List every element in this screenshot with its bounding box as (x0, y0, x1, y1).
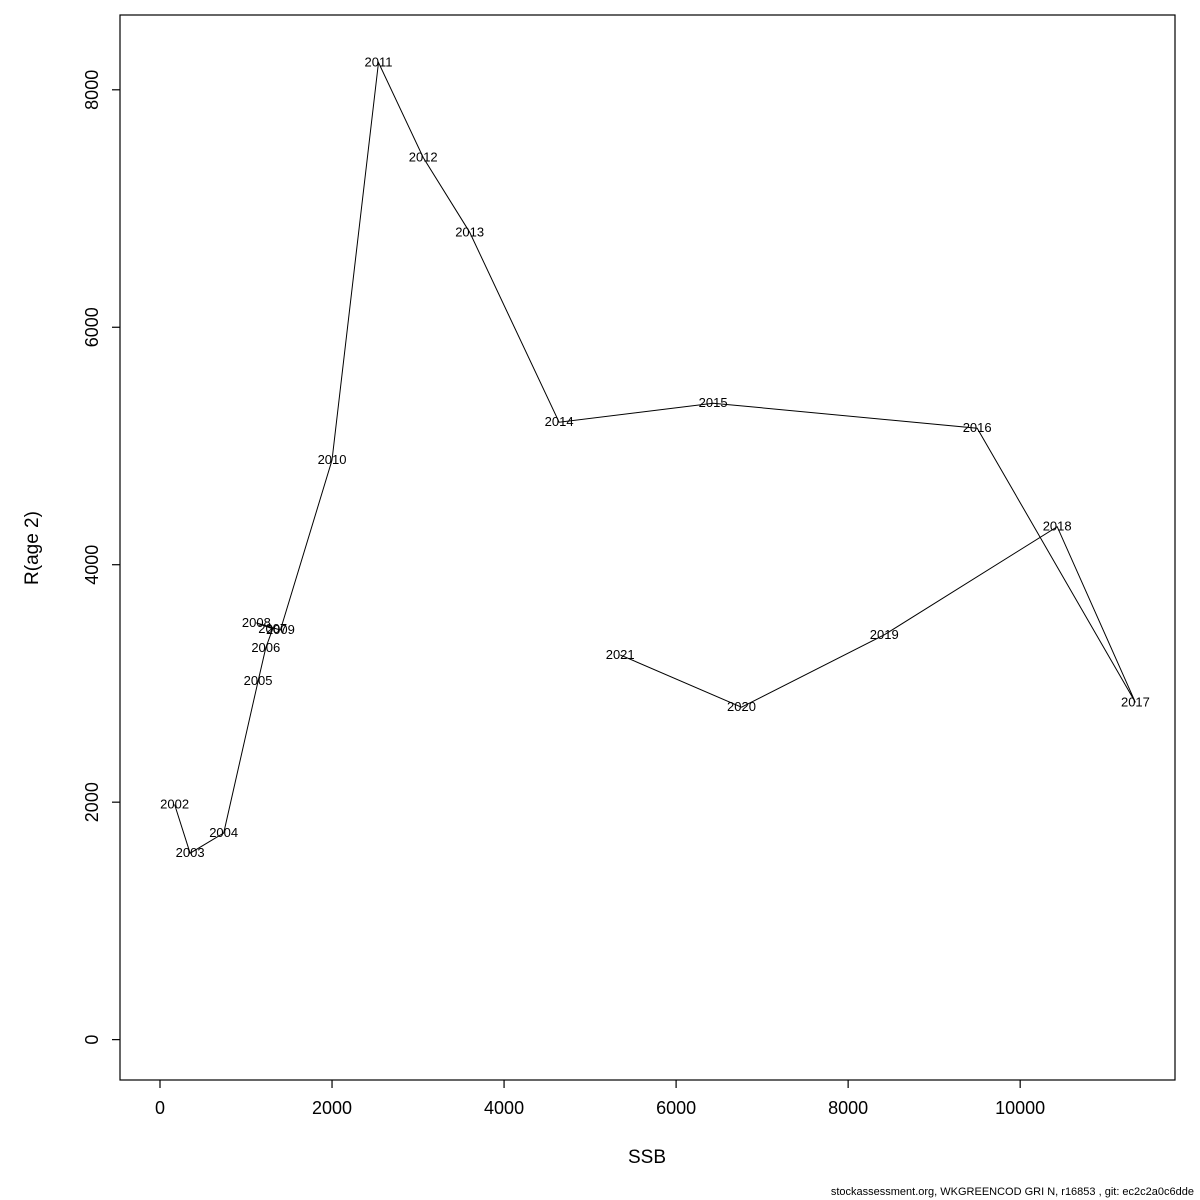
footer-credit: stockassessment.org, WKGREENCOD GRI N, r… (831, 1186, 1194, 1198)
y-tick-label: 0 (82, 1035, 102, 1045)
y-tick-label: 4000 (82, 545, 102, 585)
data-series (174, 60, 1136, 854)
x-tick-label: 0 (155, 1098, 165, 1118)
x-tick-label: 2000 (312, 1098, 352, 1118)
year-label: 2016 (963, 420, 992, 435)
year-label: 2019 (870, 627, 899, 642)
year-label: 2012 (409, 149, 438, 164)
year-label: 2007 (258, 621, 287, 636)
year-label: 2015 (699, 395, 728, 410)
year-label: 2004 (209, 825, 238, 840)
year-label: 2009 (266, 622, 295, 637)
y-axis-title: R(age 2) (22, 511, 43, 585)
year-label: 2010 (318, 452, 347, 467)
y-tick-label: 6000 (82, 307, 102, 347)
year-label: 2003 (176, 845, 205, 860)
x-axis-title: SSB (628, 1147, 666, 1168)
axes: 0 2000 4000 6000 8000 10000 0 2000 4000 6000 8000 (82, 70, 1045, 1118)
year-label: 2014 (545, 414, 574, 429)
year-label: 2011 (364, 54, 392, 69)
year-label: 2008 (242, 615, 271, 630)
x-tick-label: 8000 (828, 1098, 868, 1118)
year-label: 2002 (160, 797, 189, 812)
year-label: 2018 (1043, 519, 1072, 534)
year-label: 2020 (727, 699, 756, 714)
year-label: 2005 (244, 673, 273, 688)
year-label: 2013 (455, 224, 484, 239)
year-label: 2017 (1121, 694, 1150, 709)
y-tick-label: 8000 (82, 70, 102, 110)
year-label: 2021 (606, 647, 635, 662)
year-label: 2006 (251, 640, 280, 655)
x-tick-label: 4000 (484, 1098, 524, 1118)
recruitment-ssb-line (174, 60, 1136, 854)
x-tick-label: 10000 (995, 1098, 1045, 1118)
x-tick-label: 6000 (656, 1098, 696, 1118)
plot-area-border (119, 14, 1176, 1081)
y-tick-label: 2000 (82, 782, 102, 822)
